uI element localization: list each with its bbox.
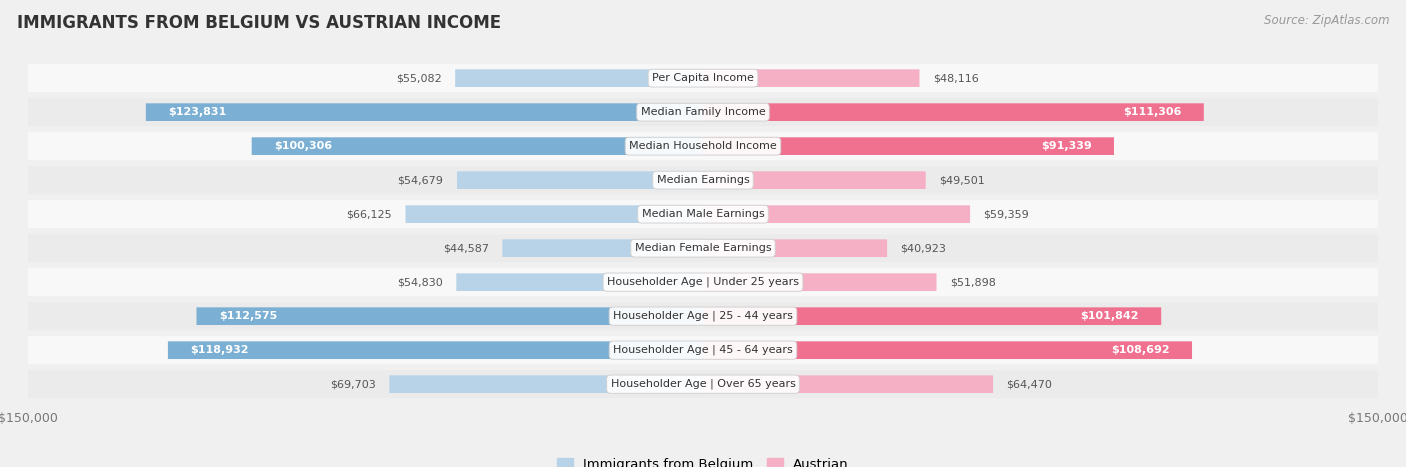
FancyBboxPatch shape (502, 239, 703, 257)
Text: Householder Age | 45 - 64 years: Householder Age | 45 - 64 years (613, 345, 793, 355)
FancyBboxPatch shape (703, 69, 920, 87)
FancyBboxPatch shape (28, 268, 1378, 296)
Text: $54,830: $54,830 (396, 277, 443, 287)
Text: $48,116: $48,116 (934, 73, 979, 83)
Legend: Immigrants from Belgium, Austrian: Immigrants from Belgium, Austrian (551, 453, 855, 467)
FancyBboxPatch shape (703, 171, 925, 189)
FancyBboxPatch shape (703, 341, 1192, 359)
FancyBboxPatch shape (28, 132, 1378, 160)
FancyBboxPatch shape (703, 103, 1204, 121)
Text: $100,306: $100,306 (274, 141, 332, 151)
FancyBboxPatch shape (28, 234, 1378, 262)
FancyBboxPatch shape (28, 98, 1378, 126)
Text: $101,842: $101,842 (1080, 311, 1139, 321)
FancyBboxPatch shape (703, 137, 1114, 155)
FancyBboxPatch shape (389, 375, 703, 393)
FancyBboxPatch shape (703, 375, 993, 393)
FancyBboxPatch shape (703, 205, 970, 223)
FancyBboxPatch shape (28, 64, 1378, 92)
Text: Median Earnings: Median Earnings (657, 175, 749, 185)
Text: Source: ZipAtlas.com: Source: ZipAtlas.com (1264, 14, 1389, 27)
Text: $118,932: $118,932 (190, 345, 249, 355)
FancyBboxPatch shape (167, 341, 703, 359)
Text: $55,082: $55,082 (396, 73, 441, 83)
Text: $64,470: $64,470 (1007, 379, 1053, 389)
Text: IMMIGRANTS FROM BELGIUM VS AUSTRIAN INCOME: IMMIGRANTS FROM BELGIUM VS AUSTRIAN INCO… (17, 14, 501, 32)
Text: Householder Age | Under 25 years: Householder Age | Under 25 years (607, 277, 799, 287)
Text: $59,359: $59,359 (984, 209, 1029, 219)
FancyBboxPatch shape (703, 273, 936, 291)
FancyBboxPatch shape (28, 200, 1378, 228)
Text: $44,587: $44,587 (443, 243, 489, 253)
Text: $49,501: $49,501 (939, 175, 986, 185)
Text: Median Male Earnings: Median Male Earnings (641, 209, 765, 219)
FancyBboxPatch shape (252, 137, 703, 155)
FancyBboxPatch shape (457, 273, 703, 291)
FancyBboxPatch shape (457, 171, 703, 189)
Text: $108,692: $108,692 (1111, 345, 1170, 355)
Text: $54,679: $54,679 (398, 175, 443, 185)
Text: Householder Age | Over 65 years: Householder Age | Over 65 years (610, 379, 796, 389)
FancyBboxPatch shape (197, 307, 703, 325)
FancyBboxPatch shape (456, 69, 703, 87)
FancyBboxPatch shape (28, 302, 1378, 330)
Text: Median Family Income: Median Family Income (641, 107, 765, 117)
FancyBboxPatch shape (703, 307, 1161, 325)
Text: $111,306: $111,306 (1123, 107, 1181, 117)
Text: Median Household Income: Median Household Income (628, 141, 778, 151)
FancyBboxPatch shape (146, 103, 703, 121)
FancyBboxPatch shape (703, 239, 887, 257)
Text: Householder Age | 25 - 44 years: Householder Age | 25 - 44 years (613, 311, 793, 321)
Text: $123,831: $123,831 (169, 107, 226, 117)
FancyBboxPatch shape (28, 336, 1378, 364)
Text: $66,125: $66,125 (346, 209, 392, 219)
Text: $112,575: $112,575 (219, 311, 277, 321)
Text: $91,339: $91,339 (1040, 141, 1091, 151)
FancyBboxPatch shape (405, 205, 703, 223)
Text: $51,898: $51,898 (950, 277, 995, 287)
Text: Median Female Earnings: Median Female Earnings (634, 243, 772, 253)
FancyBboxPatch shape (28, 166, 1378, 194)
Text: $40,923: $40,923 (901, 243, 946, 253)
FancyBboxPatch shape (28, 370, 1378, 398)
Text: $69,703: $69,703 (330, 379, 375, 389)
Text: Per Capita Income: Per Capita Income (652, 73, 754, 83)
